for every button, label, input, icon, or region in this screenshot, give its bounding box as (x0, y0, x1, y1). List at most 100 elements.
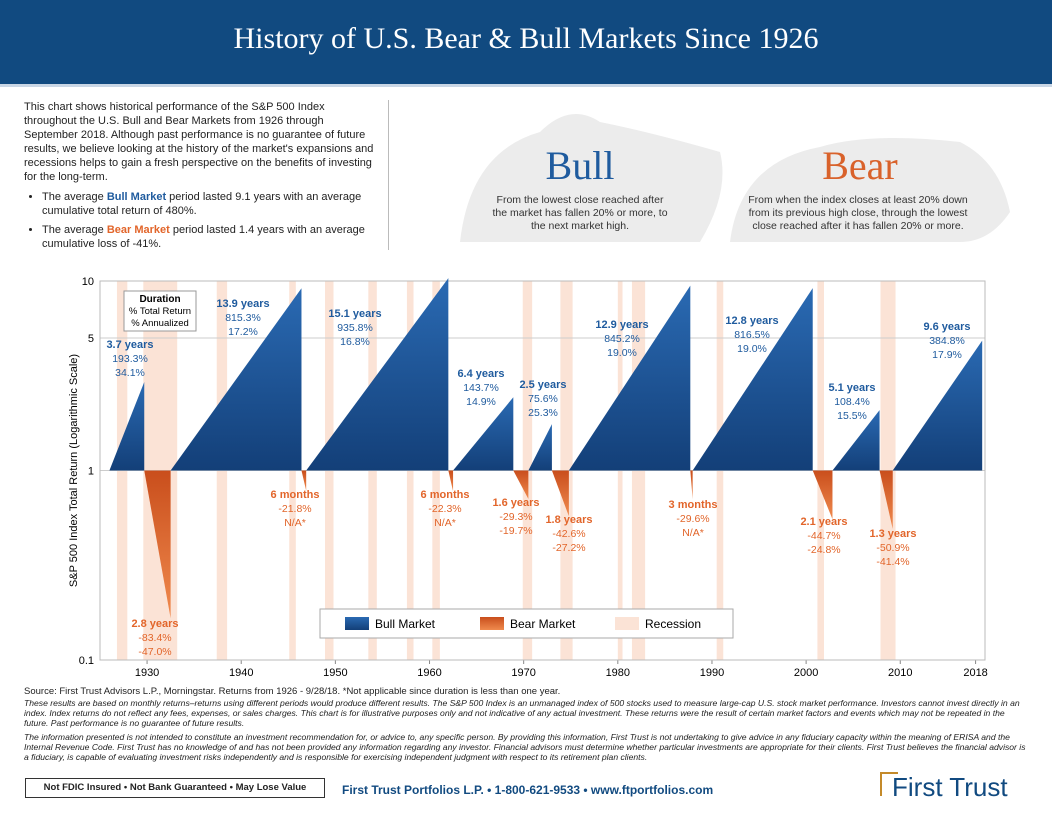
y-tick-label: 0.1 (79, 655, 94, 667)
return-label: 143.7% (463, 382, 499, 394)
return-label: 108.4% (834, 396, 870, 408)
fdic: Not FDIC Insured • Not Bank Guaranteed •… (25, 778, 325, 798)
return-label: -29.3% (499, 511, 532, 523)
bullet: The average Bear Market period lasted 1.… (42, 223, 374, 251)
header: History of U.S. Bear & Bull Markets Sinc… (0, 0, 1052, 87)
annualized-label: 25.3% (528, 407, 558, 419)
legend-label: Recession (645, 617, 701, 631)
duration-label: 3 months (669, 499, 718, 511)
annualized-label: -19.7% (499, 525, 532, 537)
legend-swatch (480, 617, 504, 630)
return-label: -29.6% (676, 513, 709, 525)
duration-label: 3.7 years (106, 339, 153, 351)
x-tick-label: 1960 (417, 667, 441, 679)
legend-label: Bear Market (510, 617, 576, 631)
return-label: -42.6% (552, 528, 585, 540)
bullets: The average Bull Market period lasted 9.… (24, 190, 374, 251)
bull-title: Bull (545, 143, 615, 188)
annualized-label: 19.0% (607, 347, 637, 359)
bear-area (812, 470, 833, 520)
duration-label: 6 months (421, 489, 470, 501)
annualized-label: -24.8% (807, 544, 840, 556)
duration-label: 1.8 years (545, 514, 592, 526)
duration-label: 1.6 years (492, 497, 539, 509)
annualized-label: N/A* (434, 517, 456, 529)
duration-label: 1.3 years (869, 528, 916, 540)
bear-area (690, 470, 693, 500)
annualized-label: 15.5% (837, 410, 867, 422)
return-label: 935.8% (337, 322, 373, 334)
duration-label: 12.9 years (595, 319, 648, 331)
text: Bull Market (106, 191, 167, 203)
text: Bear Market (106, 224, 170, 236)
return-label: -50.9% (876, 542, 909, 554)
legend-swatch (615, 617, 639, 630)
x-tick-label: 1990 (700, 667, 724, 679)
bear-area (513, 470, 529, 500)
bear-area (144, 470, 171, 619)
bullet: The average Bull Market period lasted 9.… (42, 190, 374, 218)
bull-area (109, 381, 145, 471)
text: The average (42, 191, 107, 203)
x-tick-label: 2000 (794, 667, 818, 679)
source: Source: First Trust Advisors L.P., Morni… (24, 686, 561, 697)
x-tick-label: 1930 (135, 667, 159, 679)
text: The average (42, 224, 107, 236)
key-label: % Total Return (129, 306, 191, 317)
y-axis-label: S&P 500 Index Total Return (Logarithmic … (68, 354, 80, 587)
x-tick-label: 1980 (606, 667, 630, 679)
duration-label: 12.8 years (725, 315, 778, 327)
text: period lasted 1.4 years with an average … (42, 224, 365, 250)
annualized-label: 16.8% (340, 336, 370, 348)
key-label: % Annualized (131, 318, 189, 329)
return-label: 815.3% (225, 312, 261, 324)
annualized-label: -41.4% (876, 556, 909, 568)
y-tick-label: 5 (88, 333, 94, 345)
annualized-label: 17.9% (932, 349, 962, 361)
bull-area (892, 340, 983, 471)
intro: This chart shows historical performance … (24, 100, 374, 256)
disclaimer: These results are based on monthly retur… (24, 698, 1020, 728)
return-label: 816.5% (734, 329, 770, 341)
x-tick-label: 1950 (323, 667, 347, 679)
annualized-label: N/A* (682, 527, 704, 539)
y-tick-label: 1 (88, 466, 94, 478)
y-tick-label: 10 (82, 276, 94, 288)
annualized-label: 19.0% (737, 343, 767, 355)
return-label: -22.3% (428, 503, 461, 515)
title: History of U.S. Bear & Bull Markets Sinc… (233, 22, 819, 55)
annualized-label: 34.1% (115, 367, 145, 379)
text: period lasted 9.1 years with an average … (42, 191, 362, 217)
contact: First Trust Portfolios L.P. • 1-800-621-… (342, 783, 714, 797)
logo: First Trust (892, 772, 1008, 802)
return-label: 193.3% (112, 353, 148, 365)
plot-border (99, 280, 986, 661)
key-label: Duration (139, 294, 180, 305)
duration-label: 2.1 years (800, 516, 847, 528)
x-tick-label: 1970 (511, 667, 535, 679)
annualized-label: N/A* (284, 517, 306, 529)
return-label: -83.4% (138, 632, 171, 644)
x-tick-label: 2018 (963, 667, 987, 679)
bear-area (301, 470, 307, 491)
duration-label: 6.4 years (457, 368, 504, 380)
duration-label: 15.1 years (328, 308, 381, 320)
bull-area (453, 397, 514, 471)
duration-label: 5.1 years (828, 382, 875, 394)
key-box (123, 290, 197, 332)
annualized-label: 14.9% (466, 396, 496, 408)
bull-text: From the lowest close reached after the … (492, 194, 668, 232)
bull-area (692, 288, 813, 471)
bear-area (879, 470, 893, 530)
annualized-label: 17.2% (228, 326, 258, 338)
annualized-label: -47.0% (138, 646, 171, 658)
return-label: 75.6% (528, 393, 558, 405)
disclaimer: The information presented is not intende… (24, 732, 1026, 762)
bear-title: Bear (822, 143, 898, 188)
legend-box (319, 608, 734, 639)
bull-area (306, 278, 449, 471)
return-label: -44.7% (807, 530, 840, 542)
duration-label: 13.9 years (216, 298, 269, 310)
legend-swatch (345, 617, 369, 630)
